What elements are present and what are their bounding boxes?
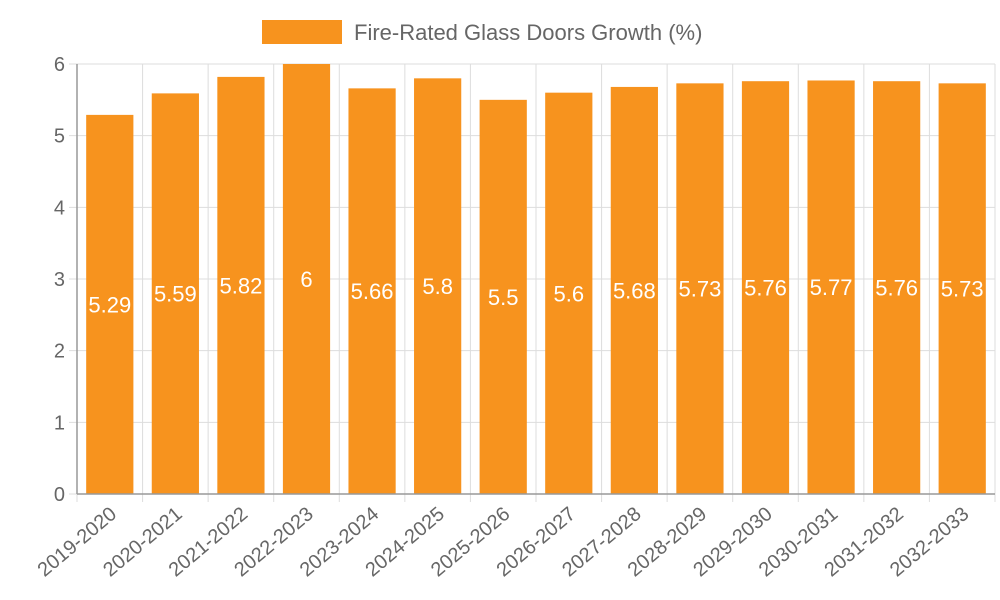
- bar: [938, 83, 986, 494]
- bar: [479, 99, 527, 494]
- y-tick-label: 1: [54, 412, 65, 434]
- gridlines: [69, 63, 996, 502]
- data-label: 5.59: [154, 282, 197, 307]
- bar: [348, 88, 396, 494]
- bar: [217, 76, 265, 495]
- bar: [741, 81, 790, 494]
- data-label: 5.82: [220, 273, 263, 298]
- y-tick-label: 3: [54, 269, 65, 291]
- bar: [414, 78, 462, 494]
- data-label: 6: [300, 267, 312, 292]
- bar: [282, 64, 331, 494]
- data-label: 5.73: [679, 277, 722, 302]
- data-label: 5.66: [351, 279, 394, 304]
- bar: [610, 86, 658, 494]
- data-label: 5.77: [810, 275, 853, 300]
- data-labels: 5.29 5.59 5.82 6 5.66 5.8 5.5 5.6 5.68 5.73 5.76 5.…: [88, 267, 983, 317]
- y-tick-label: 6: [54, 54, 65, 76]
- bar: [545, 92, 593, 495]
- data-label: 5.76: [744, 276, 787, 301]
- y-tick-label: 0: [54, 484, 65, 506]
- bar: [151, 93, 199, 494]
- data-label: 5.6: [553, 281, 584, 306]
- data-label: 5.76: [875, 276, 918, 301]
- data-label: 5.29: [88, 292, 131, 317]
- data-label: 5.68: [613, 278, 656, 303]
- data-label: 5.73: [941, 277, 984, 302]
- data-label: 5.5: [488, 285, 519, 310]
- axes: [76, 64, 995, 495]
- data-label: 5.8: [422, 274, 453, 299]
- bar: [86, 114, 134, 494]
- bars: [86, 64, 986, 495]
- bar: [873, 81, 921, 494]
- y-tick-label: 4: [54, 197, 65, 219]
- y-tick-label: 5: [54, 126, 65, 148]
- bar: [807, 80, 855, 494]
- bar: [676, 83, 724, 494]
- y-tick-label: 2: [54, 341, 65, 363]
- legend: Fire-Rated Glass Doors Growth (%): [262, 20, 702, 45]
- legend-swatch: [262, 20, 342, 44]
- legend-label: Fire-Rated Glass Doors Growth (%): [354, 20, 702, 45]
